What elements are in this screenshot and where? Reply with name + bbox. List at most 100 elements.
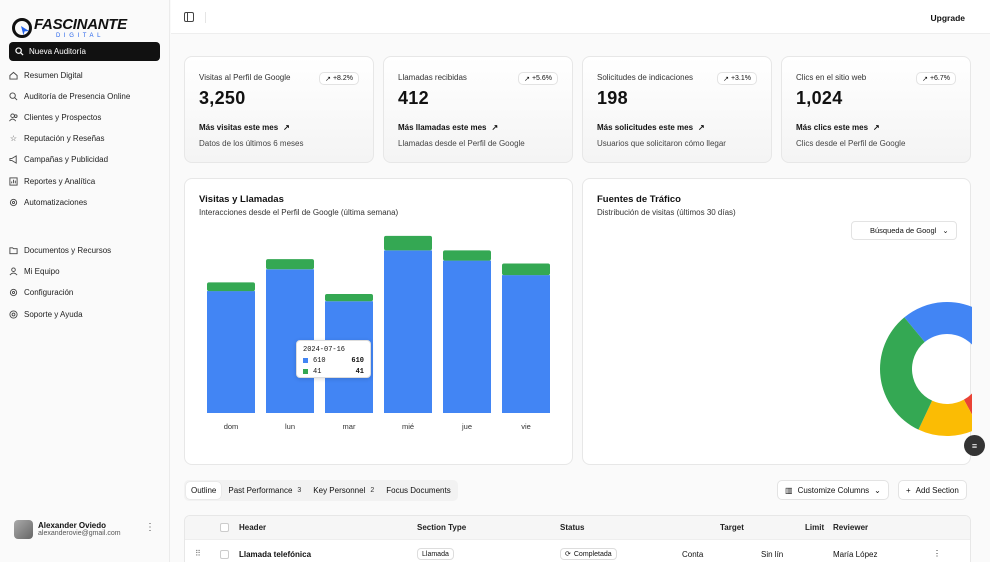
tab-key-personnel[interactable]: Key Personnel 2 xyxy=(308,482,379,499)
bar-dom-visitas[interactable] xyxy=(207,291,255,413)
stat-trend: Más clics este mes ↗ xyxy=(796,123,880,132)
sidebar-item-label: Automatizaciones xyxy=(24,197,88,207)
stat-badge: ↗ +8.2% xyxy=(319,72,359,85)
sidebar-item-auditoria[interactable]: Auditoría de Presencia Online xyxy=(9,86,160,106)
bar-mié-visitas[interactable] xyxy=(384,250,432,413)
slice-búsqueda-de-google[interactable] xyxy=(904,302,972,386)
sidebar-item-reputacion[interactable]: ☆ Reputación y Reseñas xyxy=(9,128,160,148)
sidebar-item-label: Campañas y Publicidad xyxy=(24,154,109,164)
new-audit-label: Nueva Auditoría xyxy=(29,47,86,56)
bar-vie-visitas[interactable] xyxy=(502,275,550,413)
stat-trend-text: Más visitas este mes xyxy=(199,123,279,132)
sidebar-item-resumen[interactable]: Resumen Digital xyxy=(9,65,160,85)
bar-mié-llamadas[interactable] xyxy=(384,235,432,251)
donut-chart[interactable] xyxy=(583,179,972,466)
traffic-source-select[interactable]: Búsqueda de Googl ⌄ xyxy=(851,221,957,240)
tab-past-performance[interactable]: Past Performance 3 xyxy=(223,482,306,499)
columns-icon: ▥ xyxy=(785,485,793,495)
customize-columns-button[interactable]: ▥ Customize Columns ⌄ xyxy=(777,480,889,500)
row-target[interactable]: Conta xyxy=(682,550,704,559)
user-email: alexanderovie@gmail.com xyxy=(38,530,121,537)
upgrade-button[interactable]: Upgrade xyxy=(930,13,965,23)
row-actions-icon[interactable]: ⋮ xyxy=(933,549,941,558)
slice-fuente-5[interactable] xyxy=(880,317,933,430)
plus-icon: + xyxy=(906,485,911,495)
row-limit[interactable]: Sin lín xyxy=(761,550,784,559)
tooltip-value: 610 xyxy=(351,357,364,365)
bar-jue-llamadas[interactable] xyxy=(443,250,491,261)
column-header[interactable]: Target xyxy=(720,523,744,532)
slice-fuente-3[interactable] xyxy=(963,388,972,428)
sidebar-item-clientes[interactable]: Clientes y Prospectos xyxy=(9,107,160,127)
sidebar-item-reportes[interactable]: Reportes y Analítica xyxy=(9,171,160,191)
sidebar-toggle-icon[interactable] xyxy=(184,12,194,22)
sidebar-item-campanas[interactable]: Campañas y Publicidad xyxy=(9,149,160,169)
column-header[interactable]: Limit xyxy=(805,523,825,532)
x-tick-label: dom xyxy=(224,422,239,431)
stat-desc: Datos de los últimos 6 meses xyxy=(199,139,304,148)
stat-value: 3,250 xyxy=(199,88,246,108)
sidebar-item-equipo[interactable]: Mi Equipo xyxy=(9,261,160,281)
tab-outline[interactable]: Outline xyxy=(186,482,222,499)
column-header[interactable]: Status xyxy=(560,523,585,532)
sidebar-item-documentos[interactable]: Documentos y Recursos xyxy=(9,240,160,260)
bar-lun-llamadas[interactable] xyxy=(266,259,314,270)
trending-up-icon: ↗ xyxy=(922,75,928,83)
stat-trend-text: Más llamadas este mes xyxy=(398,123,487,132)
brand-logo[interactable]: FASCINANTE DIGITAL xyxy=(12,15,127,41)
main-content: Upgrade Visitas al Perfil de Google ↗ +8.… xyxy=(171,0,990,562)
sidebar-item-soporte[interactable]: Soporte y Ayuda xyxy=(9,304,160,324)
column-header[interactable]: Reviewer xyxy=(833,523,869,532)
tab-label: Key Personnel xyxy=(313,486,366,495)
chat-fab-button[interactable]: ≡ xyxy=(964,435,985,456)
user-menu[interactable]: Alexander Oviedo alexanderovie@gmail.com… xyxy=(14,518,159,540)
tab-label: Past Performance xyxy=(228,486,293,495)
bar-chart[interactable]: dom lun mar mié jue vie xyxy=(185,179,574,466)
chart-title: Fuentes de Tráfico xyxy=(597,194,681,205)
row-checkbox[interactable] xyxy=(220,550,229,559)
megaphone-icon xyxy=(9,154,18,164)
row-reviewer[interactable]: María López xyxy=(833,550,878,559)
chevron-down-icon: ⌄ xyxy=(942,226,949,235)
users-icon xyxy=(9,112,18,122)
button-label: Customize Columns xyxy=(797,485,870,495)
pie-chart-card: Fuentes de Tráfico Distribución de visit… xyxy=(582,178,972,466)
trending-up-icon: ↗ xyxy=(698,123,705,132)
add-section-button[interactable]: + Add Section xyxy=(898,480,967,500)
sections-table: Header Section Type Status Target Limit … xyxy=(184,515,971,562)
stat-badge: ↗ +5.6% xyxy=(518,72,558,85)
tab-focus-documents[interactable]: Focus Documents xyxy=(381,482,455,499)
column-header[interactable]: Section Type xyxy=(417,523,467,532)
badge-text: Llamada xyxy=(422,550,449,558)
stat-badge-text: +3.1% xyxy=(730,75,751,82)
user-name: Alexander Oviedo xyxy=(38,521,107,530)
stat-desc: Llamadas desde el Perfil de Google xyxy=(398,139,525,148)
new-audit-button[interactable]: Nueva Auditoría xyxy=(9,42,160,61)
bar-jue-visitas[interactable] xyxy=(443,260,491,413)
bar-dom-llamadas[interactable] xyxy=(207,282,255,292)
sidebar-item-configuracion[interactable]: Configuración xyxy=(9,282,160,302)
bar-vie-llamadas[interactable] xyxy=(502,263,550,276)
legend-swatch xyxy=(303,369,308,374)
button-label: Add Section xyxy=(915,485,959,495)
column-header[interactable]: Header xyxy=(239,523,267,532)
more-vertical-icon[interactable]: ⋮ xyxy=(145,522,155,533)
search-icon xyxy=(15,47,24,56)
bar-mar-llamadas[interactable] xyxy=(325,293,373,302)
settings-icon xyxy=(9,288,18,297)
chart-subtitle: Interacciones desde el Perfil de Google … xyxy=(199,208,399,217)
stat-value: 1,024 xyxy=(796,88,843,108)
trending-up-icon: ↗ xyxy=(491,123,499,132)
select-all-checkbox[interactable] xyxy=(220,523,229,532)
x-tick-label: mar xyxy=(343,422,356,431)
sidebar-item-label: Configuración xyxy=(24,287,74,297)
badge-text: Completada xyxy=(573,550,612,558)
x-tick-label: mié xyxy=(402,422,414,431)
drag-handle-icon[interactable]: ⠿ xyxy=(195,549,201,558)
slice-fuente-4[interactable] xyxy=(918,399,972,436)
trending-up-icon: ↗ xyxy=(283,123,290,132)
select-value: Búsqueda de Googl xyxy=(870,226,937,235)
sidebar-item-automatizaciones[interactable]: Automatizaciones xyxy=(9,192,160,212)
tab-count: 2 xyxy=(370,487,375,494)
